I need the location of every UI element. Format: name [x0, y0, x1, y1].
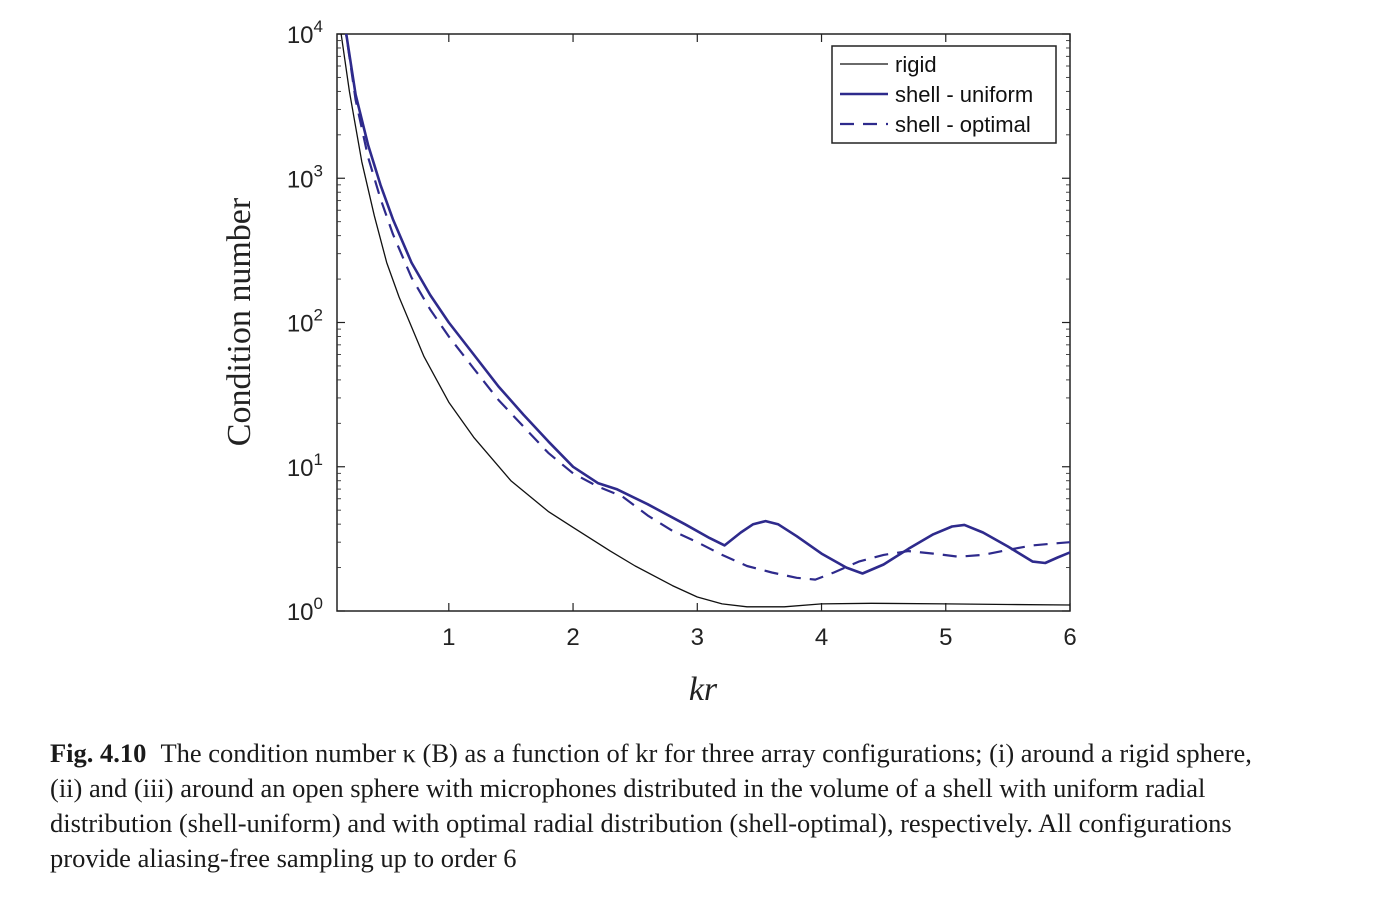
x-tick-label: 1 — [442, 624, 455, 651]
caption-label: Fig. 4.10 — [50, 738, 147, 768]
caption-text: The condition number κ (B) as a function… — [50, 738, 1252, 873]
x-tick-label: 3 — [691, 624, 704, 651]
x-axis-label: kr — [689, 671, 718, 708]
x-tick-label: 6 — [1063, 624, 1076, 651]
x-tick-label: 5 — [939, 624, 952, 651]
y-tick-labels: 100 101 102 103 104 — [287, 17, 323, 626]
x-tick-label: 2 — [566, 624, 579, 651]
legend: rigid shell - uniform shell - optimal — [831, 45, 1057, 144]
y-axis-label: Condition number — [221, 197, 258, 446]
series-line-rigid — [340, 34, 1070, 608]
figure-caption: Fig. 4.10 The condition number κ (B) as a… — [50, 736, 1270, 876]
y-tick-label: 100 — [287, 594, 323, 626]
plot-area — [336, 33, 1071, 612]
y-tick-label: 101 — [287, 450, 323, 482]
major-ticks — [337, 33, 1071, 612]
legend-label-shell-uniform: shell - uniform — [895, 82, 1033, 107]
y-tick-label: 102 — [287, 306, 323, 338]
x-tick-labels: 1 2 3 4 5 6 — [442, 624, 1077, 651]
series-layer — [340, 34, 1070, 608]
legend-label-shell-optimal: shell - optimal — [895, 112, 1031, 137]
series-line-shell-uniform — [344, 34, 1070, 575]
series-line-shell-optimal — [345, 34, 1070, 581]
x-tick-label: 4 — [815, 624, 828, 651]
legend-label-rigid: rigid — [895, 52, 937, 77]
y-tick-label: 104 — [287, 17, 323, 49]
condition-number-chart: 1 2 3 4 5 6 100 101 102 103 104 kr Condition numb… — [221, 17, 1077, 708]
y-tick-label: 103 — [287, 161, 323, 193]
